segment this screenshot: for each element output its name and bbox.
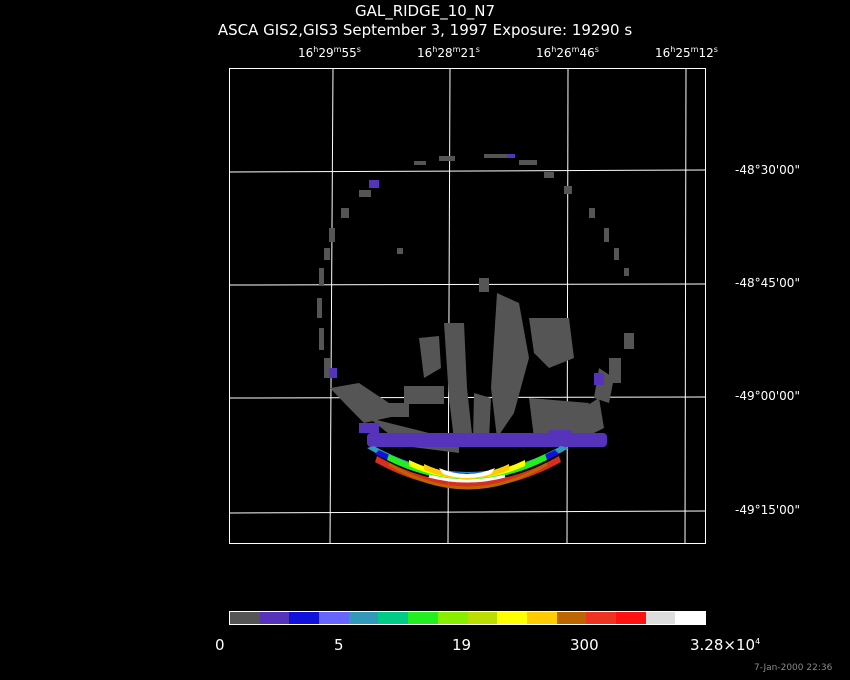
colorbar-segment <box>408 612 438 624</box>
colorbar-segment <box>615 612 646 624</box>
colorbar-segment <box>378 612 409 624</box>
colorbar-segment <box>230 612 260 624</box>
dec-tick-label: -48°45'00" <box>735 276 800 290</box>
colorbar <box>229 611 706 625</box>
ra-tick-label: 16h26m46s <box>536 45 599 60</box>
dec-tick-label: -49°00'00" <box>735 389 800 403</box>
coordinate-grid <box>229 68 706 544</box>
colorbar-segment <box>289 612 320 624</box>
colorbar-segment <box>556 612 587 624</box>
ra-tick-label: 16h25m12s <box>655 45 718 60</box>
observation-subtitle: ASCA GIS2,GIS3 September 3, 1997 Exposur… <box>217 21 633 39</box>
bright-source-arc <box>367 446 569 490</box>
image-title: GAL_RIDGE_10_N7 <box>354 2 496 20</box>
xray-image-panel <box>229 68 706 544</box>
colorbar-segment <box>467 612 498 624</box>
colorbar-label: 19 <box>452 636 472 654</box>
low-intensity-pixels <box>329 154 607 447</box>
image-plot-frame <box>229 68 706 544</box>
ra-tick-label: 16h28m21s <box>417 45 480 60</box>
colorbar-label: 300 <box>570 636 599 654</box>
colorbar-segment <box>675 612 705 624</box>
colorbar-segment <box>348 612 379 624</box>
colorbar-segment <box>259 612 290 624</box>
dec-tick-label: -48°30'00" <box>735 163 800 177</box>
colorbar-max-label: 3.28×104 <box>690 636 761 654</box>
colorbar-segment <box>586 612 616 624</box>
detector-ring <box>317 154 634 453</box>
dec-tick-label: -49°15'00" <box>735 503 800 517</box>
ra-tick-label: 16h29m55s <box>298 45 361 60</box>
colorbar-label: 5 <box>334 636 344 654</box>
colorbar-segment <box>319 612 349 624</box>
colorbar-segment <box>526 612 557 624</box>
colorbar-label: 0 <box>215 636 225 654</box>
colorbar-segment <box>497 612 527 624</box>
colorbar-segment <box>645 612 676 624</box>
timestamp: 7-Jan-2000 22:36 <box>754 663 833 673</box>
colorbar-segment <box>437 612 468 624</box>
